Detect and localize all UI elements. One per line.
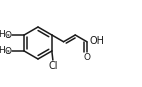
Text: O: O	[83, 53, 90, 62]
Text: OCH$_3$: OCH$_3$	[0, 45, 11, 57]
Text: Cl: Cl	[48, 61, 58, 71]
Text: OCH$_3$: OCH$_3$	[0, 29, 11, 41]
Text: OH: OH	[89, 36, 104, 46]
Text: O: O	[4, 46, 11, 56]
Text: O: O	[4, 31, 11, 39]
